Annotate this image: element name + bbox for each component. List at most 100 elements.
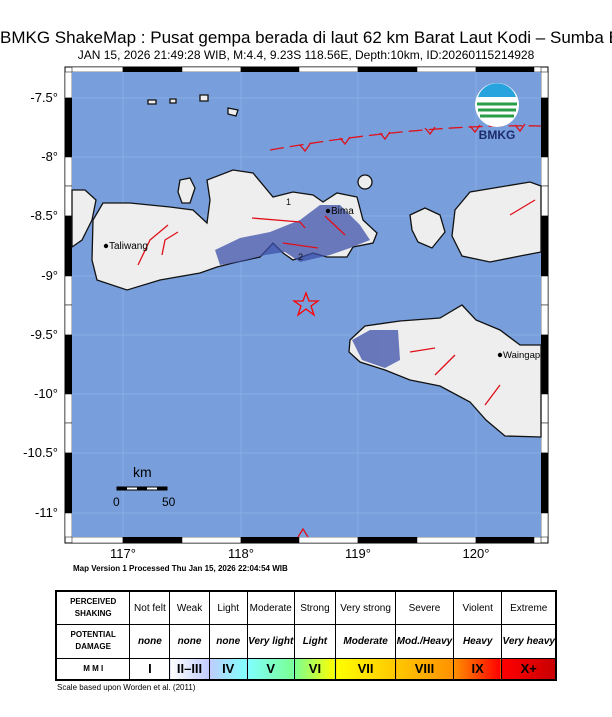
frame-band: [416, 536, 477, 544]
svg-text:50: 50: [162, 495, 176, 509]
map-title: BMKG ShakeMap : Pusat gempa berada di la…: [0, 28, 612, 47]
shaking-cell: Strong: [293, 590, 337, 626]
sangeang-island: [357, 174, 373, 190]
frame-ticks: [64, 66, 549, 544]
flores: [451, 181, 542, 263]
frame-band: [181, 66, 242, 73]
mmi-cell: X+: [501, 657, 557, 681]
lat-tick: -7.5°: [30, 90, 58, 105]
damage-cell: Very heavy: [501, 624, 557, 659]
potential-damage-row: POTENTIAL DAMAGE none none none Very light Li…: [55, 624, 557, 659]
lat-tick: -9°: [41, 268, 58, 283]
city-label: Bima: [331, 206, 354, 217]
frame-band: [540, 363, 549, 395]
frame-band: [64, 215, 73, 247]
damage-cell: Heavy: [452, 624, 503, 659]
scale-note: Scale based upon Worden et al. (2011): [57, 683, 196, 692]
damage-cell: none: [129, 624, 171, 659]
frame-band: [540, 245, 549, 277]
frame-band: [298, 66, 359, 73]
frame-band: [540, 393, 549, 424]
mmi-cell: VII: [335, 657, 397, 681]
mmi-cell: I: [129, 657, 171, 681]
damage-cell: Light: [293, 624, 337, 659]
trench-line: [269, 125, 542, 151]
frame-band: [533, 536, 542, 544]
lat-tick: -9.5°: [30, 327, 58, 342]
frame-band: [540, 422, 549, 454]
frame-band: [64, 71, 73, 99]
frame-band: [540, 512, 549, 538]
cities: Taliwang Bima Waingapu: [103, 206, 545, 361]
shaking-cell: Extreme: [501, 590, 557, 626]
frame-band: [64, 334, 73, 365]
frame-band: [540, 126, 549, 158]
frame-band: [540, 304, 549, 336]
shaking-cell: Violent: [452, 590, 503, 626]
row-header: PERCEIVED SHAKING: [55, 590, 131, 626]
frame-band: [357, 66, 418, 73]
lat-tick: -10°: [34, 386, 58, 401]
frame-band: [475, 536, 535, 544]
frame-band: [540, 275, 549, 306]
damage-cell: none: [208, 624, 248, 659]
frame-band: [357, 536, 418, 544]
svg-text:BMKG: BMKG: [479, 128, 516, 142]
damage-cell: Very light: [246, 624, 295, 659]
frame-band: [540, 482, 549, 514]
row-header: POTENTIAL DAMAGE: [55, 624, 131, 659]
contour-label: 2: [298, 252, 303, 262]
frame-band: [298, 536, 359, 544]
frame-band: [533, 66, 542, 73]
land: [71, 94, 542, 438]
frame-band: [540, 215, 549, 247]
frame-band: [64, 393, 73, 424]
frame-band: [540, 156, 549, 187]
frame-band: [64, 156, 73, 187]
shaking-cell: Severe: [395, 590, 454, 626]
frame-band: [64, 482, 73, 514]
frame-band: [122, 66, 183, 73]
frame-band: [240, 536, 300, 544]
mmi-cell: IV: [208, 657, 248, 681]
frame-band: [64, 245, 73, 277]
komodo-islands: [409, 207, 446, 249]
frame-band: [64, 126, 73, 158]
frame-band: [71, 536, 124, 544]
moyo-island: [177, 177, 196, 204]
frame-band: [64, 304, 73, 336]
shakemap: 1 2 Taliwang Bima Waingapu BMKG km 0 50: [64, 66, 549, 544]
frame-band: [122, 536, 183, 544]
frame-band: [64, 512, 73, 538]
lon-tick: 119°: [345, 546, 371, 561]
lombok: [71, 189, 97, 249]
frame-band: [416, 66, 477, 73]
fault-lines: [137, 123, 542, 538]
shaking-cell: Moderate: [246, 590, 295, 626]
lon-tick: 117°: [110, 546, 136, 561]
trench-marker: [297, 527, 309, 538]
lon-tick: 118°: [228, 546, 254, 561]
frame-band: [540, 97, 549, 128]
damage-cell: none: [169, 624, 210, 659]
sumbawa: [91, 169, 378, 291]
frame-band: [540, 452, 549, 484]
mmi-cell: II–III: [169, 657, 210, 681]
perceived-shaking-row: PERCEIVED SHAKING Not felt Weak Light Modera…: [55, 590, 557, 626]
lat-tick: -10.5°: [23, 445, 58, 460]
shaking-cell: Not felt: [129, 590, 171, 626]
svg-text:km: km: [133, 464, 152, 480]
intensity-legend: PERCEIVED SHAKING Not felt Weak Light Modera…: [55, 590, 557, 681]
frame-band: [540, 71, 549, 99]
frame-band: [64, 185, 73, 217]
shaking-intensity-area: [215, 205, 400, 368]
lon-tick: 120°: [462, 546, 490, 561]
frame-band: [475, 66, 535, 73]
city-label: Taliwang: [109, 241, 148, 252]
frame-band: [240, 66, 300, 73]
scale-bar: km 0 50: [113, 464, 176, 509]
bmkg-logo: BMKG: [475, 83, 519, 142]
damage-cell: Mod./Heavy: [395, 624, 454, 659]
frame-band: [71, 66, 124, 73]
